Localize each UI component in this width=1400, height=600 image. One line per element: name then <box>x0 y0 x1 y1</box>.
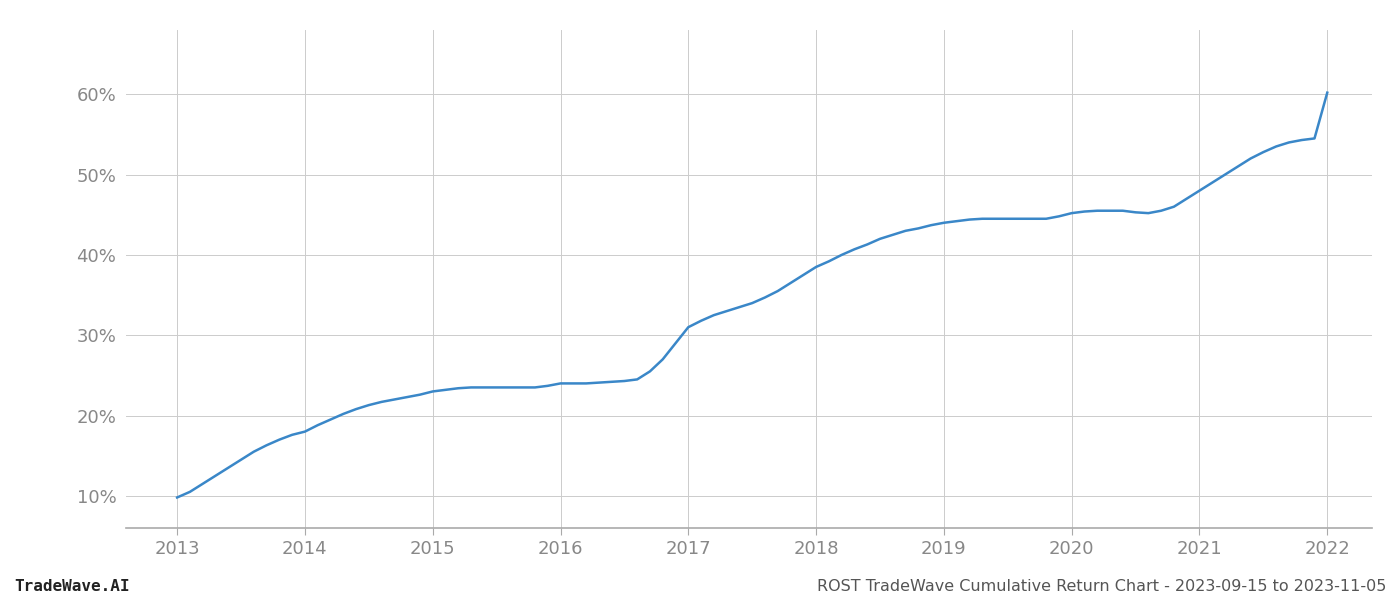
Text: ROST TradeWave Cumulative Return Chart - 2023-09-15 to 2023-11-05: ROST TradeWave Cumulative Return Chart -… <box>816 579 1386 594</box>
Text: TradeWave.AI: TradeWave.AI <box>14 579 129 594</box>
